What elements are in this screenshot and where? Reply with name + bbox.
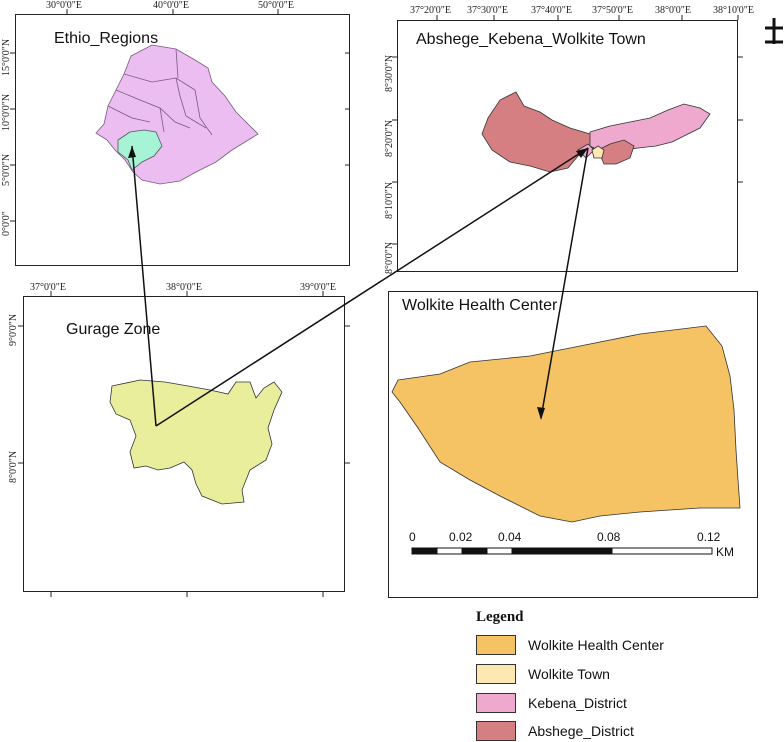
- abshege-district-shape: [481, 91, 599, 173]
- ethio-regions-title: Ethio_Regions: [54, 30, 159, 47]
- legend-swatch-abshege-district: [476, 721, 516, 741]
- abshege-top-tick-2: 37°30'0"E: [467, 5, 508, 16]
- legend-label-wolkite-town: Wolkite Town: [528, 666, 610, 682]
- legend-item-abshege-district: Abshege_District: [476, 720, 634, 742]
- scale-label-008: 0.08: [597, 530, 621, 544]
- connector-lines: [131, 145, 589, 427]
- ethiopia-regions-shape: [95, 44, 259, 185]
- ethio-top-tick-1: 30°0'0"E: [46, 0, 82, 11]
- legend-label-health-center: Wolkite Health Center: [528, 637, 664, 653]
- ethio-top-tick-3: 50°0'0"E: [258, 0, 294, 11]
- legend-swatch-kebena-district: [476, 693, 516, 713]
- wolkite-town-shape: [591, 145, 605, 159]
- abshege-district-east-shape: [597, 139, 635, 165]
- arrow-heads: [128, 146, 588, 420]
- health-center-shape: [391, 325, 741, 523]
- legend-item-kebena-district: Kebena_District: [476, 692, 627, 714]
- scale-label-002: 0.02: [449, 530, 473, 544]
- abshege-tick-marks: [392, 15, 743, 245]
- legend-item-wolkite-town: Wolkite Town: [476, 663, 610, 685]
- gurage-top-tick-2: 38°0'0"E: [166, 282, 202, 293]
- abshege-top-tick-4: 37°50'0"E: [592, 5, 633, 16]
- legend-label-kebena-district: Kebena_District: [528, 695, 627, 711]
- abshege-top-tick-3: 37°40'0"E: [531, 5, 572, 16]
- gurage-zone-shape: [109, 379, 283, 505]
- ethio-top-tick-2: 40°0'0"E: [153, 0, 189, 11]
- legend-swatch-health-center: [476, 635, 516, 655]
- scale-label-0: 0: [409, 530, 416, 544]
- north-arrow-icon: [765, 18, 783, 44]
- legend-label-abshege-district: Abshege_District: [528, 723, 634, 739]
- health-center-title: Wolkite Health Center: [402, 297, 558, 314]
- scale-label-004: 0.04: [498, 530, 522, 544]
- legend-title: Legend: [476, 609, 524, 625]
- abshege-kebena-title: Abshege_Kebena_Wolkite Town: [416, 31, 646, 48]
- gurage-top-tick-3: 39°0'0"E: [300, 282, 336, 293]
- scale-unit-label: KM: [716, 545, 734, 559]
- gurage-tick-marks: [18, 291, 350, 597]
- abshege-top-tick-6: 38°10'0"E: [713, 5, 754, 16]
- abshege-top-tick-5: 38°0'0"E: [655, 5, 691, 16]
- scale-label-012: 0.12: [697, 530, 721, 544]
- gurage-zone-title: Gurage Zone: [66, 321, 161, 338]
- ethio-tick-marks: [10, 9, 350, 222]
- gurage-top-tick-1: 37°0'0"E: [30, 282, 66, 293]
- abshege-top-tick-1: 37°20'0"E: [410, 5, 451, 16]
- scale-bar: [411, 547, 713, 555]
- legend-swatch-wolkite-town: [476, 664, 516, 684]
- legend-item-health-center: Wolkite Health Center: [476, 634, 664, 656]
